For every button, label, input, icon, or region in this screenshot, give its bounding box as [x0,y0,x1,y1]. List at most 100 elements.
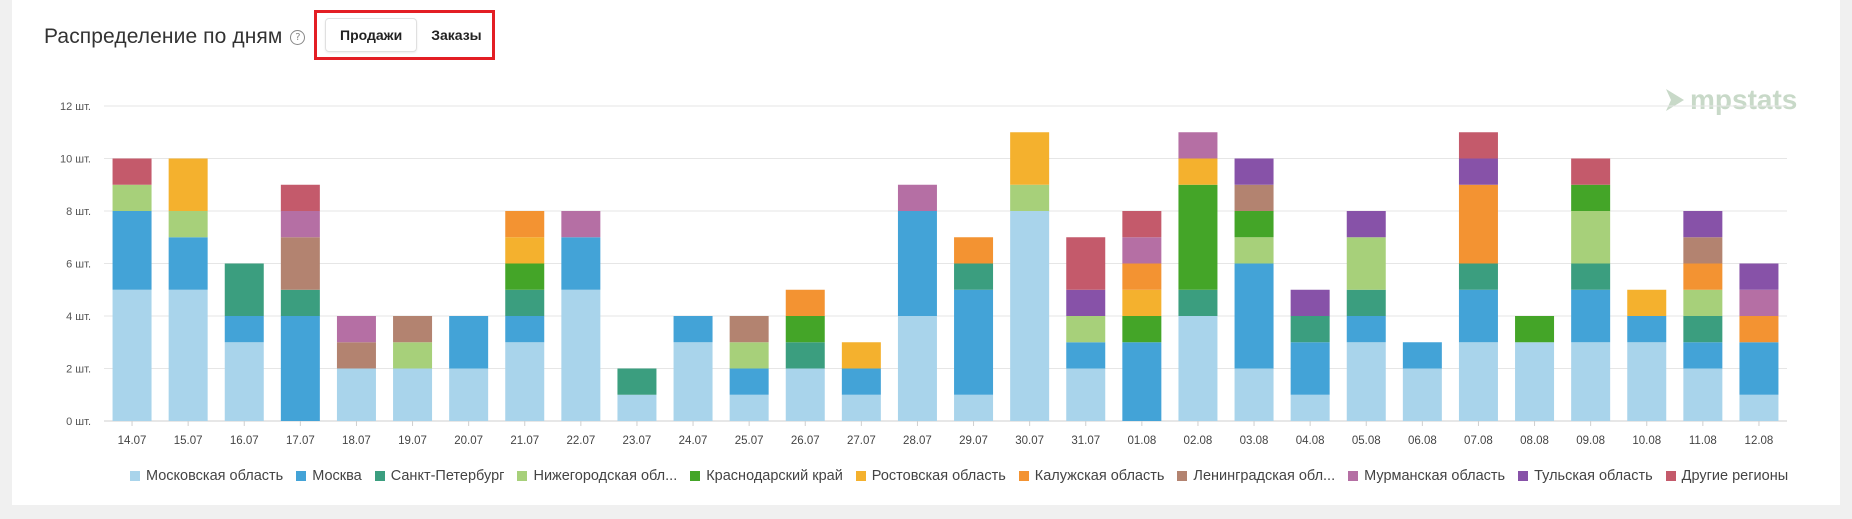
question-circle-icon[interactable]: ? [290,29,306,45]
bar-segment[interactable] [1571,211,1611,264]
legend-item[interactable]: Другие регионы [1665,468,1788,484]
legend-item[interactable]: Краснодарский край [690,468,843,484]
bar-segment[interactable] [1571,289,1611,343]
bar-segment[interactable] [897,316,937,421]
bar-segment[interactable] [336,316,376,343]
bar-segment[interactable] [1683,368,1723,422]
bar-segment[interactable] [841,342,881,369]
bar-segment[interactable] [1010,211,1050,421]
bar-segment[interactable] [954,289,994,395]
bar-segment[interactable] [393,316,433,343]
bar-segment[interactable] [1234,368,1274,422]
bar-segment[interactable] [224,316,264,343]
bar-segment[interactable] [112,289,152,421]
bar-segment[interactable] [393,368,433,422]
bar-segment[interactable] [449,316,489,369]
bar-segment[interactable] [954,263,994,290]
bar-segment[interactable] [112,184,152,211]
legend-item[interactable]: Московская область [130,468,283,484]
bar-segment[interactable] [1346,289,1386,316]
legend-item[interactable]: Санкт-Петербург [374,468,504,484]
bar-segment[interactable] [1515,342,1555,421]
bar-segment[interactable] [280,184,320,211]
bar-segment[interactable] [1515,316,1555,343]
bar-segment[interactable] [617,394,657,421]
bar-segment[interactable] [505,289,545,316]
bar-segment[interactable] [280,316,320,421]
bar-segment[interactable] [505,211,545,238]
bar-segment[interactable] [1683,237,1723,264]
bar-segment[interactable] [1122,316,1162,343]
bar-segment[interactable] [897,184,937,211]
bar-segment[interactable] [336,368,376,422]
bar-segment[interactable] [224,342,264,421]
bar-segment[interactable] [1290,342,1330,395]
bar-segment[interactable] [954,394,994,421]
bar-segment[interactable] [1571,158,1611,185]
bar-segment[interactable] [1066,316,1106,343]
bar-segment[interactable] [1346,211,1386,238]
bar-segment[interactable] [1234,237,1274,264]
legend-item[interactable]: Ленинградская обл... [1177,468,1335,484]
bar-segment[interactable] [1066,342,1106,369]
legend-item[interactable]: Москва [296,468,362,484]
bar-segment[interactable] [841,394,881,421]
bar-segment[interactable] [280,211,320,238]
bar-segment[interactable] [1234,211,1274,238]
bar-segment[interactable] [280,237,320,290]
bar-segment[interactable] [1290,316,1330,343]
bar-segment[interactable] [168,237,208,290]
bar-segment[interactable] [1739,394,1779,421]
bar-segment[interactable] [1066,368,1106,422]
bar-segment[interactable] [1290,289,1330,316]
bar-segment[interactable] [1571,184,1611,211]
bar-segment[interactable] [112,158,152,185]
bar-segment[interactable] [673,342,713,421]
bar-segment[interactable] [168,158,208,212]
bar-segment[interactable] [1010,132,1050,185]
bar-segment[interactable] [729,316,769,343]
bar-segment[interactable] [1066,289,1106,316]
bar-segment[interactable] [1346,316,1386,343]
bar-segment[interactable] [673,316,713,343]
bar-segment[interactable] [393,342,433,369]
bar-segment[interactable] [785,368,825,422]
bar-segment[interactable] [1458,184,1498,264]
bar-segment[interactable] [505,316,545,343]
bar-segment[interactable] [1234,184,1274,211]
legend-item[interactable]: Ростовская область [855,468,1006,484]
bar-segment[interactable] [729,342,769,369]
bar-segment[interactable] [1739,263,1779,290]
bar-segment[interactable] [1458,342,1498,421]
bar-segment[interactable] [224,263,264,317]
bar-segment[interactable] [1346,342,1386,421]
bar-segment[interactable] [1683,263,1723,290]
bar-segment[interactable] [841,368,881,395]
bar-segment[interactable] [1627,342,1667,421]
bar-segment[interactable] [1290,394,1330,421]
bar-segment[interactable] [617,368,657,395]
bar-segment[interactable] [1178,184,1218,290]
bar-segment[interactable] [1683,316,1723,343]
bar-segment[interactable] [1571,263,1611,290]
bar-segment[interactable] [561,211,601,238]
bar-segment[interactable] [505,342,545,421]
bar-segment[interactable] [897,211,937,316]
bar-segment[interactable] [505,263,545,290]
bar-segment[interactable] [1122,237,1162,264]
bar-segment[interactable] [1683,289,1723,316]
legend-item[interactable]: Нижегородская обл... [517,468,677,484]
bar-segment[interactable] [954,237,994,264]
bar-segment[interactable] [1402,342,1442,369]
bar-segment[interactable] [1178,316,1218,421]
bar-segment[interactable] [505,237,545,264]
bar-segment[interactable] [1010,184,1050,211]
bar-segment[interactable] [1122,211,1162,238]
bar-segment[interactable] [1458,289,1498,343]
bar-segment[interactable] [1739,289,1779,316]
bar-segment[interactable] [1458,158,1498,185]
legend-item[interactable]: Тульская область [1518,468,1653,484]
bar-segment[interactable] [168,289,208,421]
bar-segment[interactable] [561,289,601,421]
bar-segment[interactable] [1178,289,1218,316]
